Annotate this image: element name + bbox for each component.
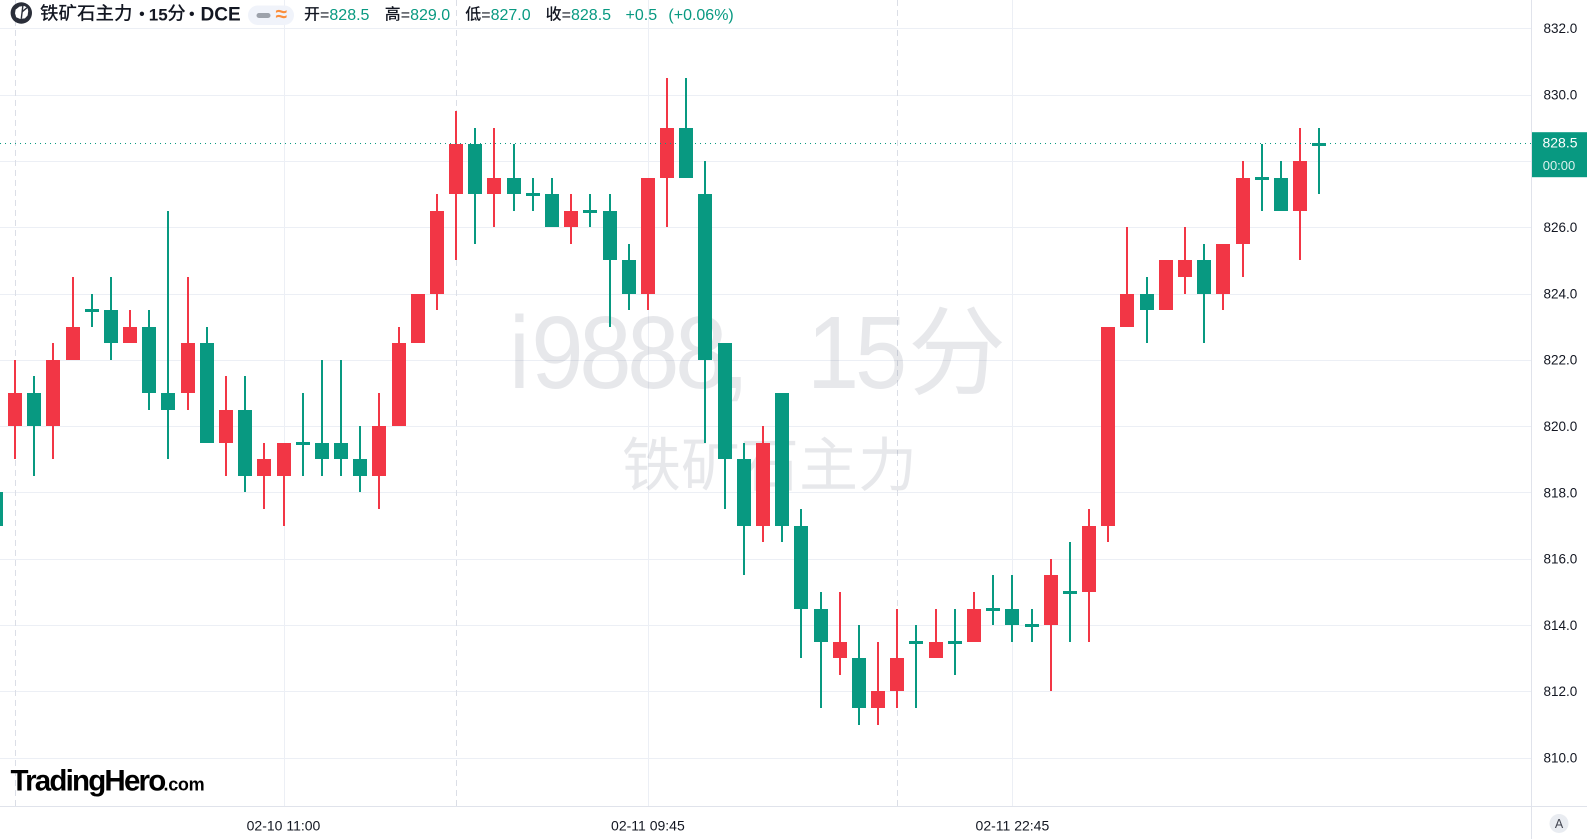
svg-text:00:00: 00:00 [1543, 158, 1576, 173]
svg-text:A: A [1555, 817, 1564, 831]
svg-text:828.5: 828.5 [571, 7, 611, 24]
svg-text:814.0: 814.0 [1544, 618, 1578, 633]
svg-text:=: = [401, 7, 410, 24]
svg-text:816.0: 816.0 [1544, 552, 1578, 567]
svg-text:=: = [562, 7, 571, 24]
svg-text:DCE: DCE [201, 5, 241, 26]
svg-text:824.0: 824.0 [1544, 286, 1578, 301]
svg-text:818.0: 818.0 [1544, 485, 1578, 500]
svg-text:822.0: 822.0 [1544, 353, 1578, 368]
svg-text:828.5: 828.5 [1542, 135, 1577, 151]
svg-text:820.0: 820.0 [1544, 419, 1578, 434]
svg-text:812.0: 812.0 [1544, 684, 1578, 699]
svg-text:02-10 11:00: 02-10 11:00 [247, 818, 321, 834]
svg-text:TradingHero: TradingHero [11, 764, 166, 797]
svg-text:02-11 22:45: 02-11 22:45 [976, 818, 1050, 834]
svg-text:≈: ≈ [276, 3, 288, 26]
svg-text:=: = [481, 7, 490, 24]
svg-text:827.0: 827.0 [491, 7, 531, 24]
svg-text:15: 15 [149, 6, 168, 25]
svg-text:=: = [320, 7, 329, 24]
svg-text:832.0: 832.0 [1544, 21, 1578, 36]
svg-text:826.0: 826.0 [1544, 220, 1578, 235]
svg-text:.com: .com [164, 774, 205, 794]
svg-text:+0.5: +0.5 [626, 7, 658, 24]
svg-text:i: i [509, 295, 530, 410]
svg-text:9888,: 9888, [531, 295, 745, 410]
svg-text:828.5: 828.5 [329, 7, 369, 24]
svg-text:(+0.06%): (+0.06%) [668, 7, 733, 24]
svg-text:15: 15 [807, 295, 903, 410]
svg-text:810.0: 810.0 [1544, 751, 1578, 766]
svg-text:02-11 09:45: 02-11 09:45 [611, 818, 685, 834]
svg-text:829.0: 829.0 [410, 7, 450, 24]
svg-text:830.0: 830.0 [1544, 88, 1578, 103]
